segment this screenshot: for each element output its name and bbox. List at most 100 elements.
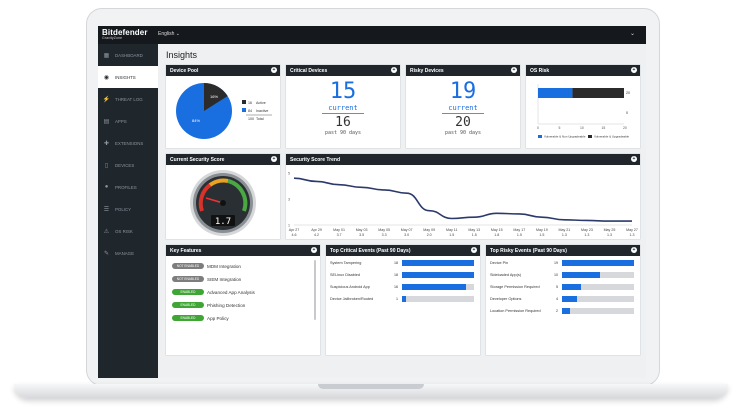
x-tick-score: 1.3: [630, 233, 635, 237]
feature-row[interactable]: ENABLED App Policy: [172, 315, 229, 321]
event-bar[interactable]: [402, 284, 466, 290]
sidebar-item-label: Apps: [115, 118, 127, 124]
expand-icon[interactable]: +: [391, 67, 397, 73]
device-pool-card: Device Pool + 16% 84% 16 Active 84 Inacti…: [166, 65, 280, 148]
x-tick-score: 1.5: [449, 233, 454, 237]
critical-devices-card[interactable]: Critical Devices + 15 current 16 past 90 …: [286, 65, 400, 148]
brand-logo[interactable]: Bitdefender GravityZone: [102, 28, 148, 40]
sidebar-item-threat-log[interactable]: ⚡ Threat Log: [98, 88, 158, 110]
risky-past-value: 20: [455, 115, 471, 130]
critical-current-value: 15: [329, 79, 357, 104]
pie-label-active: 16%: [210, 94, 218, 99]
sidebar-item-dashboard[interactable]: ▦ Dashboard: [98, 44, 158, 66]
legend-label-active: Active: [256, 101, 266, 105]
card-header: Critical Devices +: [286, 65, 400, 76]
os-risk-bar-1[interactable]: [572, 88, 624, 98]
pie-slice-active[interactable]: [204, 83, 228, 111]
legend-swatch-active: [242, 100, 246, 104]
y-tick-label: 3: [288, 198, 290, 202]
x-tick-score: 2.0: [427, 233, 432, 237]
event-bar[interactable]: [402, 296, 406, 302]
os-risk-bar-0[interactable]: [538, 88, 573, 98]
apps-icon: ▤: [103, 118, 110, 125]
y-tick-label: 1: [288, 224, 290, 228]
x-tick-date: May 19: [536, 228, 548, 232]
event-bar[interactable]: [562, 284, 581, 290]
sidebar-item-policy[interactable]: ☰ Policy: [98, 198, 158, 220]
language-selector[interactable]: English ⌄: [158, 31, 180, 37]
os-risk-card: OS Risk + 20 0 0 5 10 15 20 Vulnerable & Non …: [526, 65, 640, 148]
card-title: Current Security Score: [170, 156, 225, 163]
event-bar-track: [562, 260, 634, 266]
expand-icon[interactable]: +: [631, 247, 637, 253]
event-bar[interactable]: [562, 308, 570, 314]
security-score-card: Current Security Score + 1.7: [166, 154, 280, 239]
expand-icon[interactable]: +: [631, 156, 637, 162]
alert-icon: ⚠: [103, 228, 110, 235]
card-title: Key Features: [170, 247, 202, 254]
sidebar-item-label: Insights: [115, 74, 136, 80]
feature-row[interactable]: ENABLED Phishing Detection: [172, 302, 245, 308]
feature-label: MDM Integration: [207, 263, 241, 269]
expand-icon[interactable]: +: [511, 67, 517, 73]
score-trend-line[interactable]: [293, 177, 632, 222]
expand-icon[interactable]: +: [311, 247, 317, 253]
event-label: Location Permission Required: [490, 309, 541, 313]
feature-label: Phishing Detection: [207, 302, 246, 308]
event-label: Developer Options: [490, 297, 522, 301]
event-label: Storage Permission Required: [490, 285, 540, 289]
feature-row[interactable]: ENABLED Advanced App Analysis: [172, 289, 255, 295]
expand-icon[interactable]: +: [271, 156, 277, 162]
event-bar[interactable]: [562, 272, 600, 278]
feature-label: SIEM Integration: [207, 276, 242, 282]
event-bar-track: [402, 296, 474, 302]
sidebar: ▦ Dashboard ◉ Insights ⚡ Threat Log ▤ Apps ✚ Exte…: [98, 44, 158, 378]
x-tick-date: May 05: [378, 228, 390, 232]
legend-count-inactive: 84: [248, 109, 252, 113]
feature-row[interactable]: NOT ENABLED MDM Integration: [172, 263, 241, 269]
card-header: Device Pool +: [166, 65, 280, 76]
app-screen: Bitdefender GravityZone English ⌄ ⌄ ▦ Dash…: [98, 26, 646, 378]
event-bar[interactable]: [402, 272, 474, 278]
x-tick-score: 1.3: [584, 233, 589, 237]
sidebar-item-os-risk[interactable]: ⚠ OS Risk: [98, 220, 158, 242]
event-label: Sideloaded App(s): [490, 273, 522, 277]
y-tick-label: 5: [288, 172, 290, 176]
risky-devices-card[interactable]: Risky Devices + 19 current 20 past 90 day…: [406, 65, 520, 148]
scrollbar[interactable]: [314, 260, 316, 320]
sidebar-item-insights[interactable]: ◉ Insights: [98, 66, 158, 88]
event-bar-track: [562, 272, 634, 278]
card-title: Critical Devices: [290, 67, 328, 74]
critical-past-label: past 90 days: [324, 130, 362, 136]
event-bar[interactable]: [402, 260, 474, 266]
event-bar-track: [562, 308, 634, 314]
card-header: Current Security Score +: [166, 154, 280, 165]
x-tick-date: May 21: [559, 228, 571, 232]
puzzle-icon: ✚: [103, 140, 110, 147]
event-bar-track: [562, 296, 634, 302]
sidebar-item-label: Profiles: [115, 184, 137, 190]
sidebar-item-manage[interactable]: ✎ Manage: [98, 242, 158, 264]
sidebar-item-devices[interactable]: ▯ Devices: [98, 154, 158, 176]
feature-row[interactable]: NOT ENABLED SIEM Integration: [172, 276, 241, 282]
expand-icon[interactable]: +: [631, 67, 637, 73]
sidebar-item-apps[interactable]: ▤ Apps: [98, 110, 158, 132]
card-header: Key Features +: [166, 245, 320, 256]
top-bar: Bitdefender GravityZone English ⌄ ⌄: [98, 26, 646, 44]
sidebar-item-label: Manage: [115, 250, 135, 256]
device-icon: ▯: [104, 162, 109, 169]
sidebar-item-profiles[interactable]: ● Profiles: [98, 176, 158, 198]
user-icon: ●: [104, 184, 109, 190]
event-bar[interactable]: [562, 296, 578, 302]
user-menu-chevron-icon[interactable]: ⌄: [630, 31, 636, 37]
x-tick-date: Apr 27: [289, 228, 300, 232]
event-bar[interactable]: [562, 260, 634, 266]
expand-icon[interactable]: +: [271, 67, 277, 73]
event-bar-track: [402, 284, 474, 290]
card-header: Security Score Trend +: [286, 154, 640, 165]
sidebar-item-extensions[interactable]: ✚ Extensions: [98, 132, 158, 154]
sidebar-item-label: Threat Log: [115, 96, 143, 102]
expand-icon[interactable]: +: [471, 247, 477, 253]
x-tick-score: 4.6: [292, 233, 297, 237]
card-header: Top Critical Events (Past 90 Days) +: [326, 245, 480, 256]
